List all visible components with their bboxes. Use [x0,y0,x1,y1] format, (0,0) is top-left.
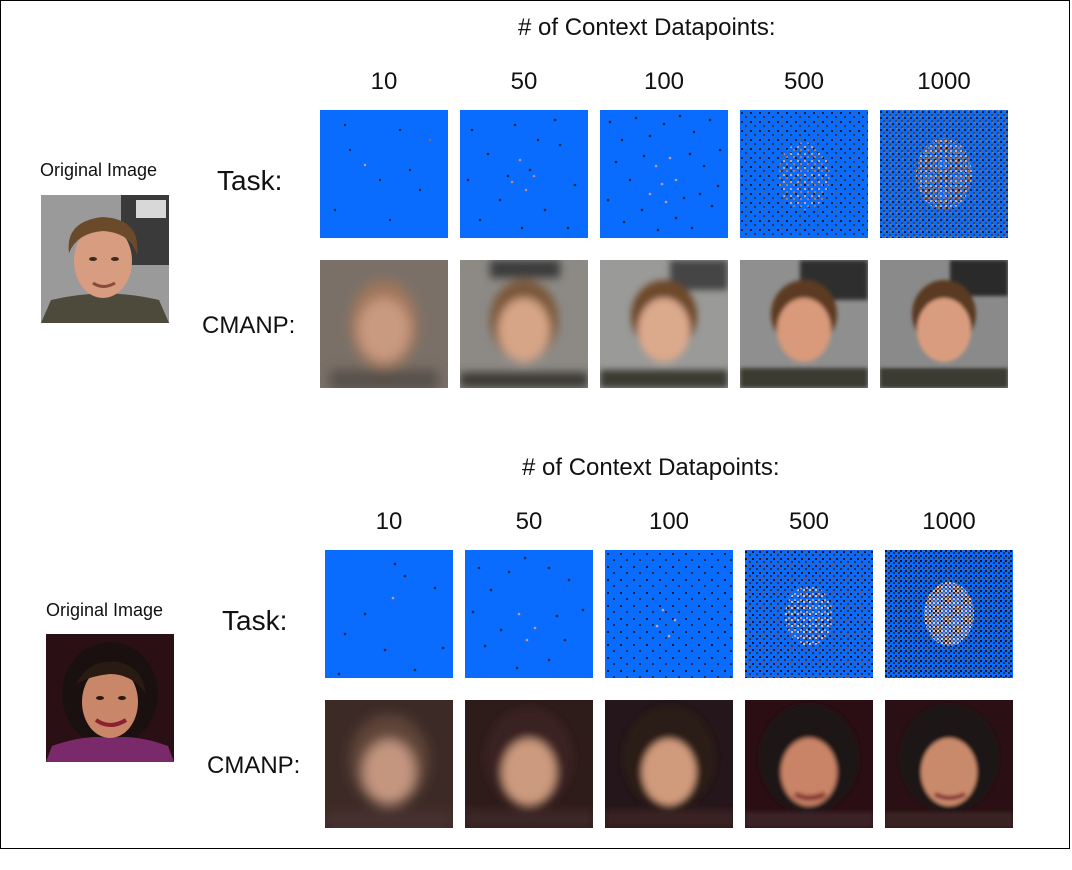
column-label-10: 10 [375,508,403,535]
column-label-100: 100 [643,68,685,95]
task-image [885,550,1013,678]
column-label-50: 50 [515,508,543,535]
task-image [460,110,588,238]
cmanp-reconstruction [740,260,868,388]
original-image [41,195,169,323]
column-label-500: 500 [783,68,825,95]
task-image [320,110,448,238]
column-label-1000: 1000 [917,68,971,95]
cmanp-reconstruction [460,260,588,388]
column-label-100: 100 [648,508,690,535]
task-image [600,110,728,238]
task-row-label: Task: [222,605,288,636]
cmanp-row-label: CMANP: [202,312,296,339]
context-datapoints-heading: # of Context Datapoints: [518,14,776,41]
cmanp-reconstruction [320,260,448,388]
original-image-label: Original Image [46,600,164,620]
original-image-label: Original Image [40,160,158,180]
cmanp-reconstruction [605,700,733,828]
cmanp-reconstruction [880,260,1008,388]
column-label-500: 500 [788,508,830,535]
task-row-label: Task: [217,165,283,196]
top-panel: # of Context Datapoints: 10 50 100 500 1… [0,0,1072,430]
task-image [745,550,873,678]
original-image [46,634,174,762]
cmanp-reconstruction [745,700,873,828]
column-label-10: 10 [370,68,398,95]
column-label-50: 50 [510,68,538,95]
task-image [325,550,453,678]
cmanp-reconstruction [325,700,453,828]
bottom-panel: # of Context Datapoints: 10 50 100 500 1… [0,440,1072,870]
cmanp-row-label: CMANP: [207,752,301,779]
task-image [880,110,1008,238]
cmanp-reconstruction [885,700,1013,828]
cmanp-reconstruction [465,700,593,828]
task-image [605,550,733,678]
task-image [465,550,593,678]
figure-frame [0,0,1070,849]
column-label-1000: 1000 [922,508,976,535]
cmanp-reconstruction [600,260,728,388]
context-datapoints-heading: # of Context Datapoints: [522,454,780,481]
task-image [740,110,868,238]
